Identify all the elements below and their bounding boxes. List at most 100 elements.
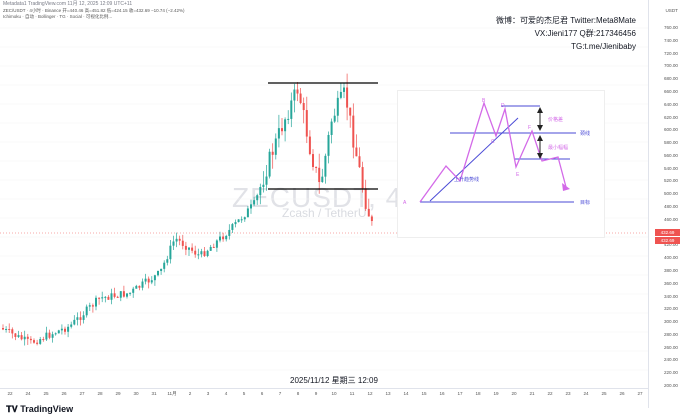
tradingview-logo[interactable]: 𝐓𝐕 TradingView — [6, 404, 73, 415]
last-price-tag: 432.69 — [655, 229, 680, 236]
candle-body — [346, 87, 349, 108]
time-tick: 28 — [97, 391, 103, 396]
candle-body — [104, 296, 107, 298]
candle-body — [277, 128, 280, 139]
label-d: D — [501, 103, 505, 109]
tradingview-icon: 𝐓𝐕 — [6, 404, 21, 414]
time-tick: 30 — [133, 391, 139, 396]
time-tick: 21 — [529, 391, 535, 396]
candle-body — [305, 110, 308, 137]
footer — [0, 402, 680, 420]
uptrend-line — [429, 117, 519, 202]
price-tick: 720.00 — [663, 50, 678, 56]
price-tick: 520.00 — [663, 178, 678, 184]
candle-body — [60, 328, 63, 331]
candle-body — [116, 296, 119, 298]
candle-body — [318, 167, 321, 183]
time-tick: 18 — [475, 391, 481, 396]
candle-body — [163, 262, 166, 269]
price-tick: 600.00 — [663, 127, 678, 133]
candle-body — [259, 186, 262, 196]
contact-line-1: 微博：可爱的杰尼君 Twitter:Meta8Mate — [495, 16, 636, 25]
label-e: E — [516, 172, 520, 178]
price-tick: 700.00 — [663, 63, 678, 69]
candle-body — [339, 91, 342, 98]
time-tick: 22 — [547, 391, 553, 396]
candle-body — [157, 270, 159, 276]
candle-body — [287, 118, 290, 120]
candle-body — [219, 236, 221, 241]
candle-body — [367, 208, 370, 217]
candle-body — [85, 306, 88, 316]
price-tick: 740.00 — [663, 37, 678, 43]
time-tick: 10 — [331, 391, 337, 396]
candle-body — [147, 278, 150, 283]
time-tick: 23 — [565, 391, 571, 396]
price-tick: 480.00 — [663, 204, 678, 209]
time-tick: 4 — [224, 391, 228, 396]
label-uptrend: 上升趋势线 — [454, 176, 479, 183]
brand-label: TradingView — [20, 404, 74, 414]
candle-body — [144, 278, 147, 282]
candle-body — [222, 236, 225, 240]
price-tick: 360.00 — [663, 280, 678, 286]
arrow-down-icon — [537, 125, 543, 131]
contact-info: 微博：可爱的杰尼君 Twitter:Meta8Mate VX:Jieni177 … — [496, 14, 636, 53]
time-tick: 24 — [583, 391, 589, 396]
candle-body — [234, 222, 237, 225]
price-tick: 660.00 — [663, 88, 678, 94]
symbol-watermark-sub: Zcash / TetherU — [282, 206, 367, 220]
candle-body — [82, 315, 85, 320]
candle-body — [110, 293, 113, 300]
candle-body — [299, 93, 302, 103]
candle-body — [64, 328, 66, 332]
countdown-price-tag: 432.69 — [655, 237, 680, 244]
time-tick: 9 — [314, 391, 318, 396]
candle-body — [246, 208, 249, 218]
candle-body — [113, 293, 116, 297]
candle-body — [51, 334, 54, 338]
candle-body — [29, 338, 32, 341]
candle-body — [178, 238, 181, 241]
candle-body — [370, 216, 373, 222]
candle-body — [23, 336, 26, 340]
price-tick: 260.00 — [663, 344, 678, 350]
time-tick: 8 — [296, 391, 300, 396]
price-tick: 400.00 — [663, 255, 678, 261]
candle-body — [141, 281, 144, 288]
candle-body — [191, 247, 194, 251]
candle-body — [243, 217, 246, 220]
candle-body — [14, 333, 17, 337]
candle-body — [327, 134, 330, 156]
candle-body — [290, 100, 293, 119]
label-min-distance: 最小幅幅 — [548, 144, 568, 151]
candle-body — [324, 155, 327, 177]
candle-body — [91, 305, 94, 307]
price-axis[interactable]: USDT 760.00 740.00 720.00 700.00 680.00 660.0… — [648, 0, 680, 408]
candle-body — [284, 119, 287, 132]
price-tick: 280.00 — [663, 331, 678, 337]
candle-body — [200, 251, 203, 255]
time-tick: 31 — [151, 391, 157, 396]
price-tick: 540.00 — [663, 165, 678, 171]
candle-body — [17, 335, 20, 337]
time-axis[interactable]: 22 24 25 26 27 28 29 30 31 11月 2 3 4 5 6 7 8 9 10 11 12 13 14 1… — [0, 388, 648, 401]
label-neckline: 颈线 — [580, 130, 590, 137]
time-tick: 11 — [349, 391, 355, 396]
candle-body — [107, 296, 110, 300]
candle-body — [129, 292, 132, 294]
contact-line-2: VX:Jieni177 Q群:217346456 — [534, 29, 636, 38]
price-path — [419, 100, 567, 203]
price-tick: 220.00 — [663, 370, 678, 376]
candle-body — [11, 329, 14, 334]
time-tick: 11月 — [167, 391, 177, 396]
candle-body — [20, 335, 23, 340]
candle-body — [184, 245, 187, 250]
candle-body — [79, 317, 82, 320]
candle-body — [54, 333, 57, 335]
candle-body — [358, 156, 361, 168]
candle-body — [349, 107, 352, 116]
candle-body — [135, 285, 138, 289]
price-tick: 460.00 — [663, 216, 678, 222]
candle-body — [281, 128, 283, 132]
